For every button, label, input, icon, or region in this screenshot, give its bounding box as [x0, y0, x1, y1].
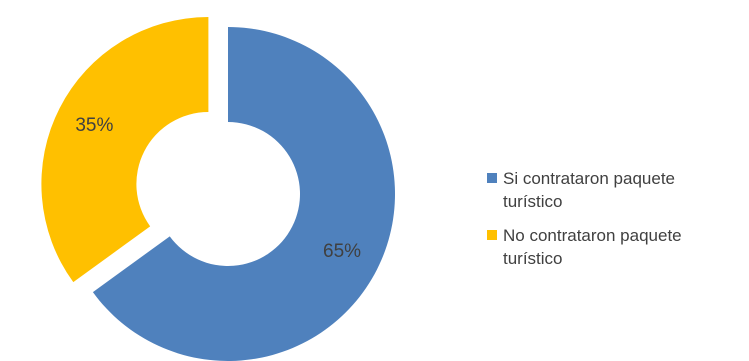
legend-swatch-si-contrataron [487, 173, 497, 183]
chart-legend: Si contrataron paquete turístico No cont… [487, 167, 749, 281]
legend-label-si-contrataron: Si contrataron paquete turístico [503, 169, 676, 211]
doughnut-slices [41, 17, 395, 361]
legend-item-no-contrataron: No contrataron paquete turístico [487, 224, 749, 270]
slice-label-si-contrataron: 65% [323, 241, 361, 262]
doughnut-slice-labels: 65% 35% [75, 115, 361, 262]
slice-no-contrataron [41, 17, 209, 283]
slice-si-contrataron [92, 27, 395, 361]
legend-item-si-contrataron: Si contrataron paquete turístico [487, 167, 749, 213]
slice-label-no-contrataron: 35% [75, 115, 113, 136]
legend-swatch-no-contrataron [487, 230, 497, 240]
legend-label-no-contrataron: No contrataron paquete turístico [503, 226, 682, 268]
